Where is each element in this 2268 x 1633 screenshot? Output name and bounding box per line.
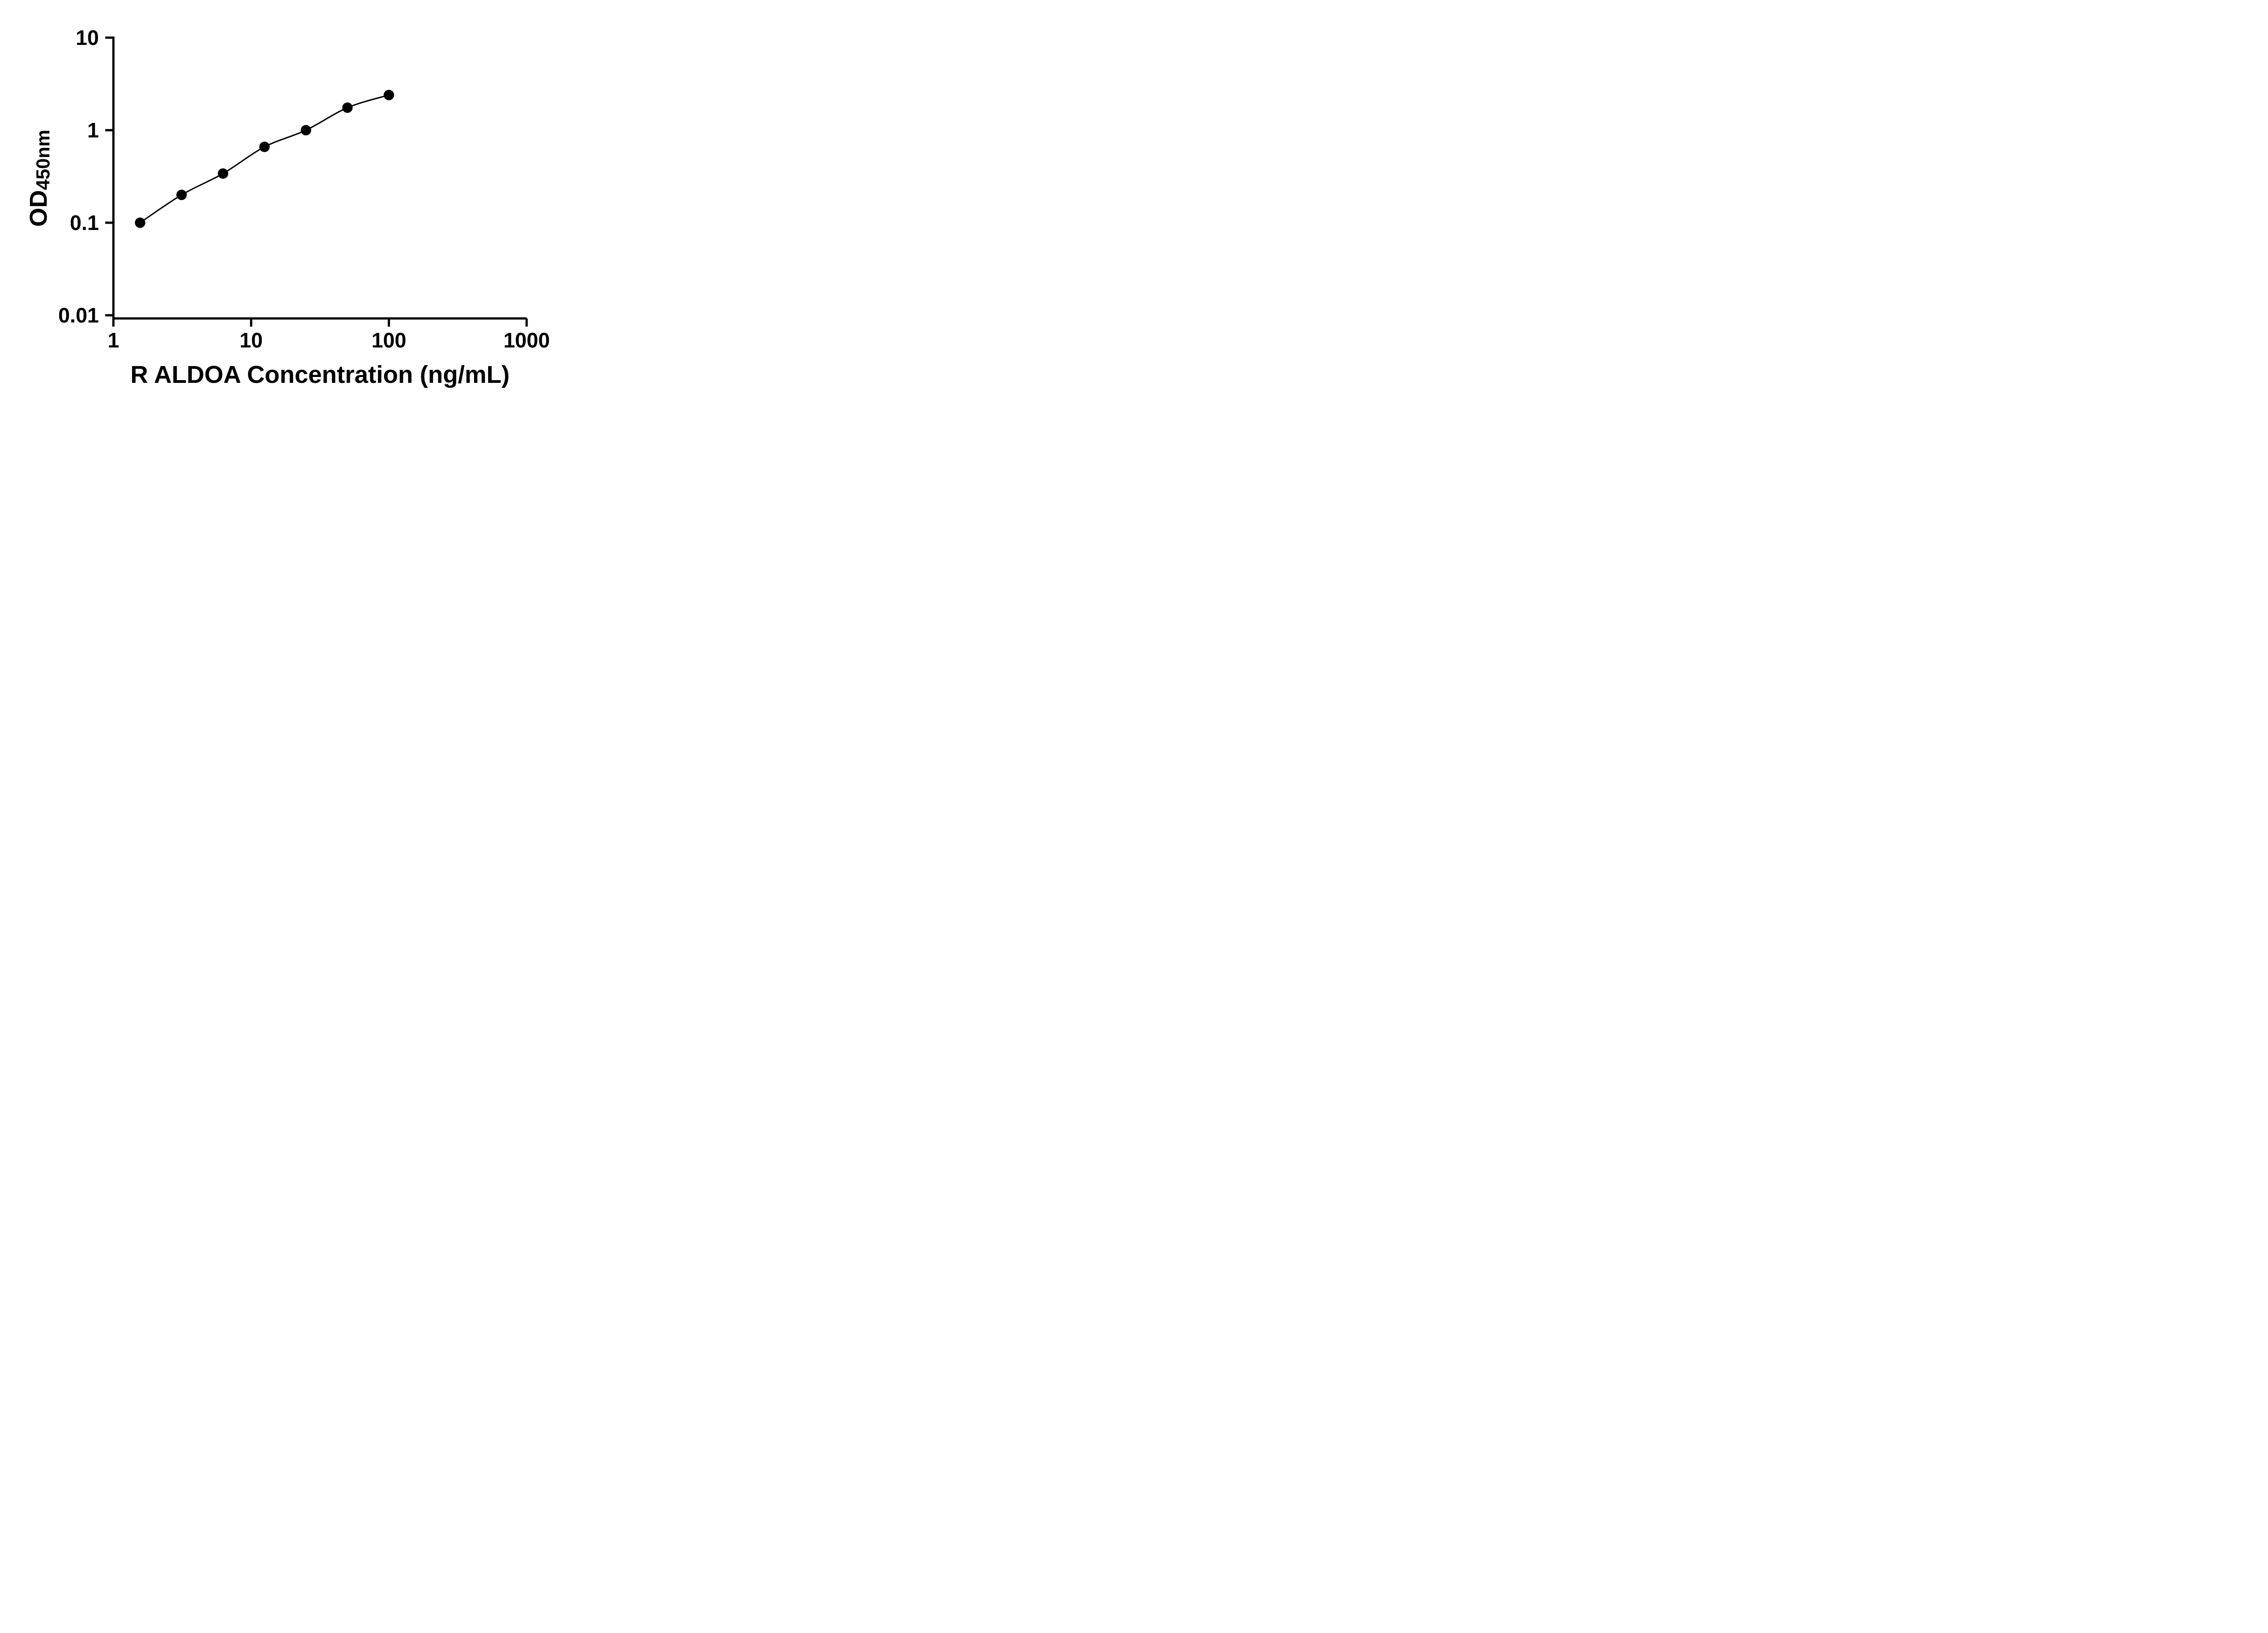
y-axis-tick-label: 0.01 [58,303,99,327]
x-axis-label: R ALDOA Concentration (ng/mL) [130,361,510,388]
y-axis-tick-label: 0.1 [70,211,99,235]
axis-lines [112,36,527,320]
y-axis-label-subscript: 450nm [32,129,54,191]
x-axis-tick-label: 1 [108,328,119,352]
data-point-marker [259,142,270,152]
y-axis-tick-label: 10 [76,26,99,49]
data-point-marker [383,89,394,100]
x-axis-tick-label: 100 [371,328,406,352]
standard-curve-chart: 0.01 0.1 1 10 1 10 100 1000 OD450nm R ALDOA Con… [0,0,583,408]
standard-curve-line [140,94,389,224]
data-point-marker [218,168,229,179]
data-point-marker [342,102,353,113]
x-axis-tick-label: 1000 [503,328,550,352]
plot-area: 0.01 0.1 1 10 1 10 100 1000 [58,26,550,352]
data-point-marker [135,217,146,228]
y-axis-label: OD450nm [25,130,54,227]
data-point-marker [301,125,312,136]
y-axis-tick-label: 1 [87,118,99,142]
x-axis-tick-label: 10 [240,328,263,352]
data-point-marker [176,190,187,200]
y-axis-label-main: OD [25,190,52,227]
